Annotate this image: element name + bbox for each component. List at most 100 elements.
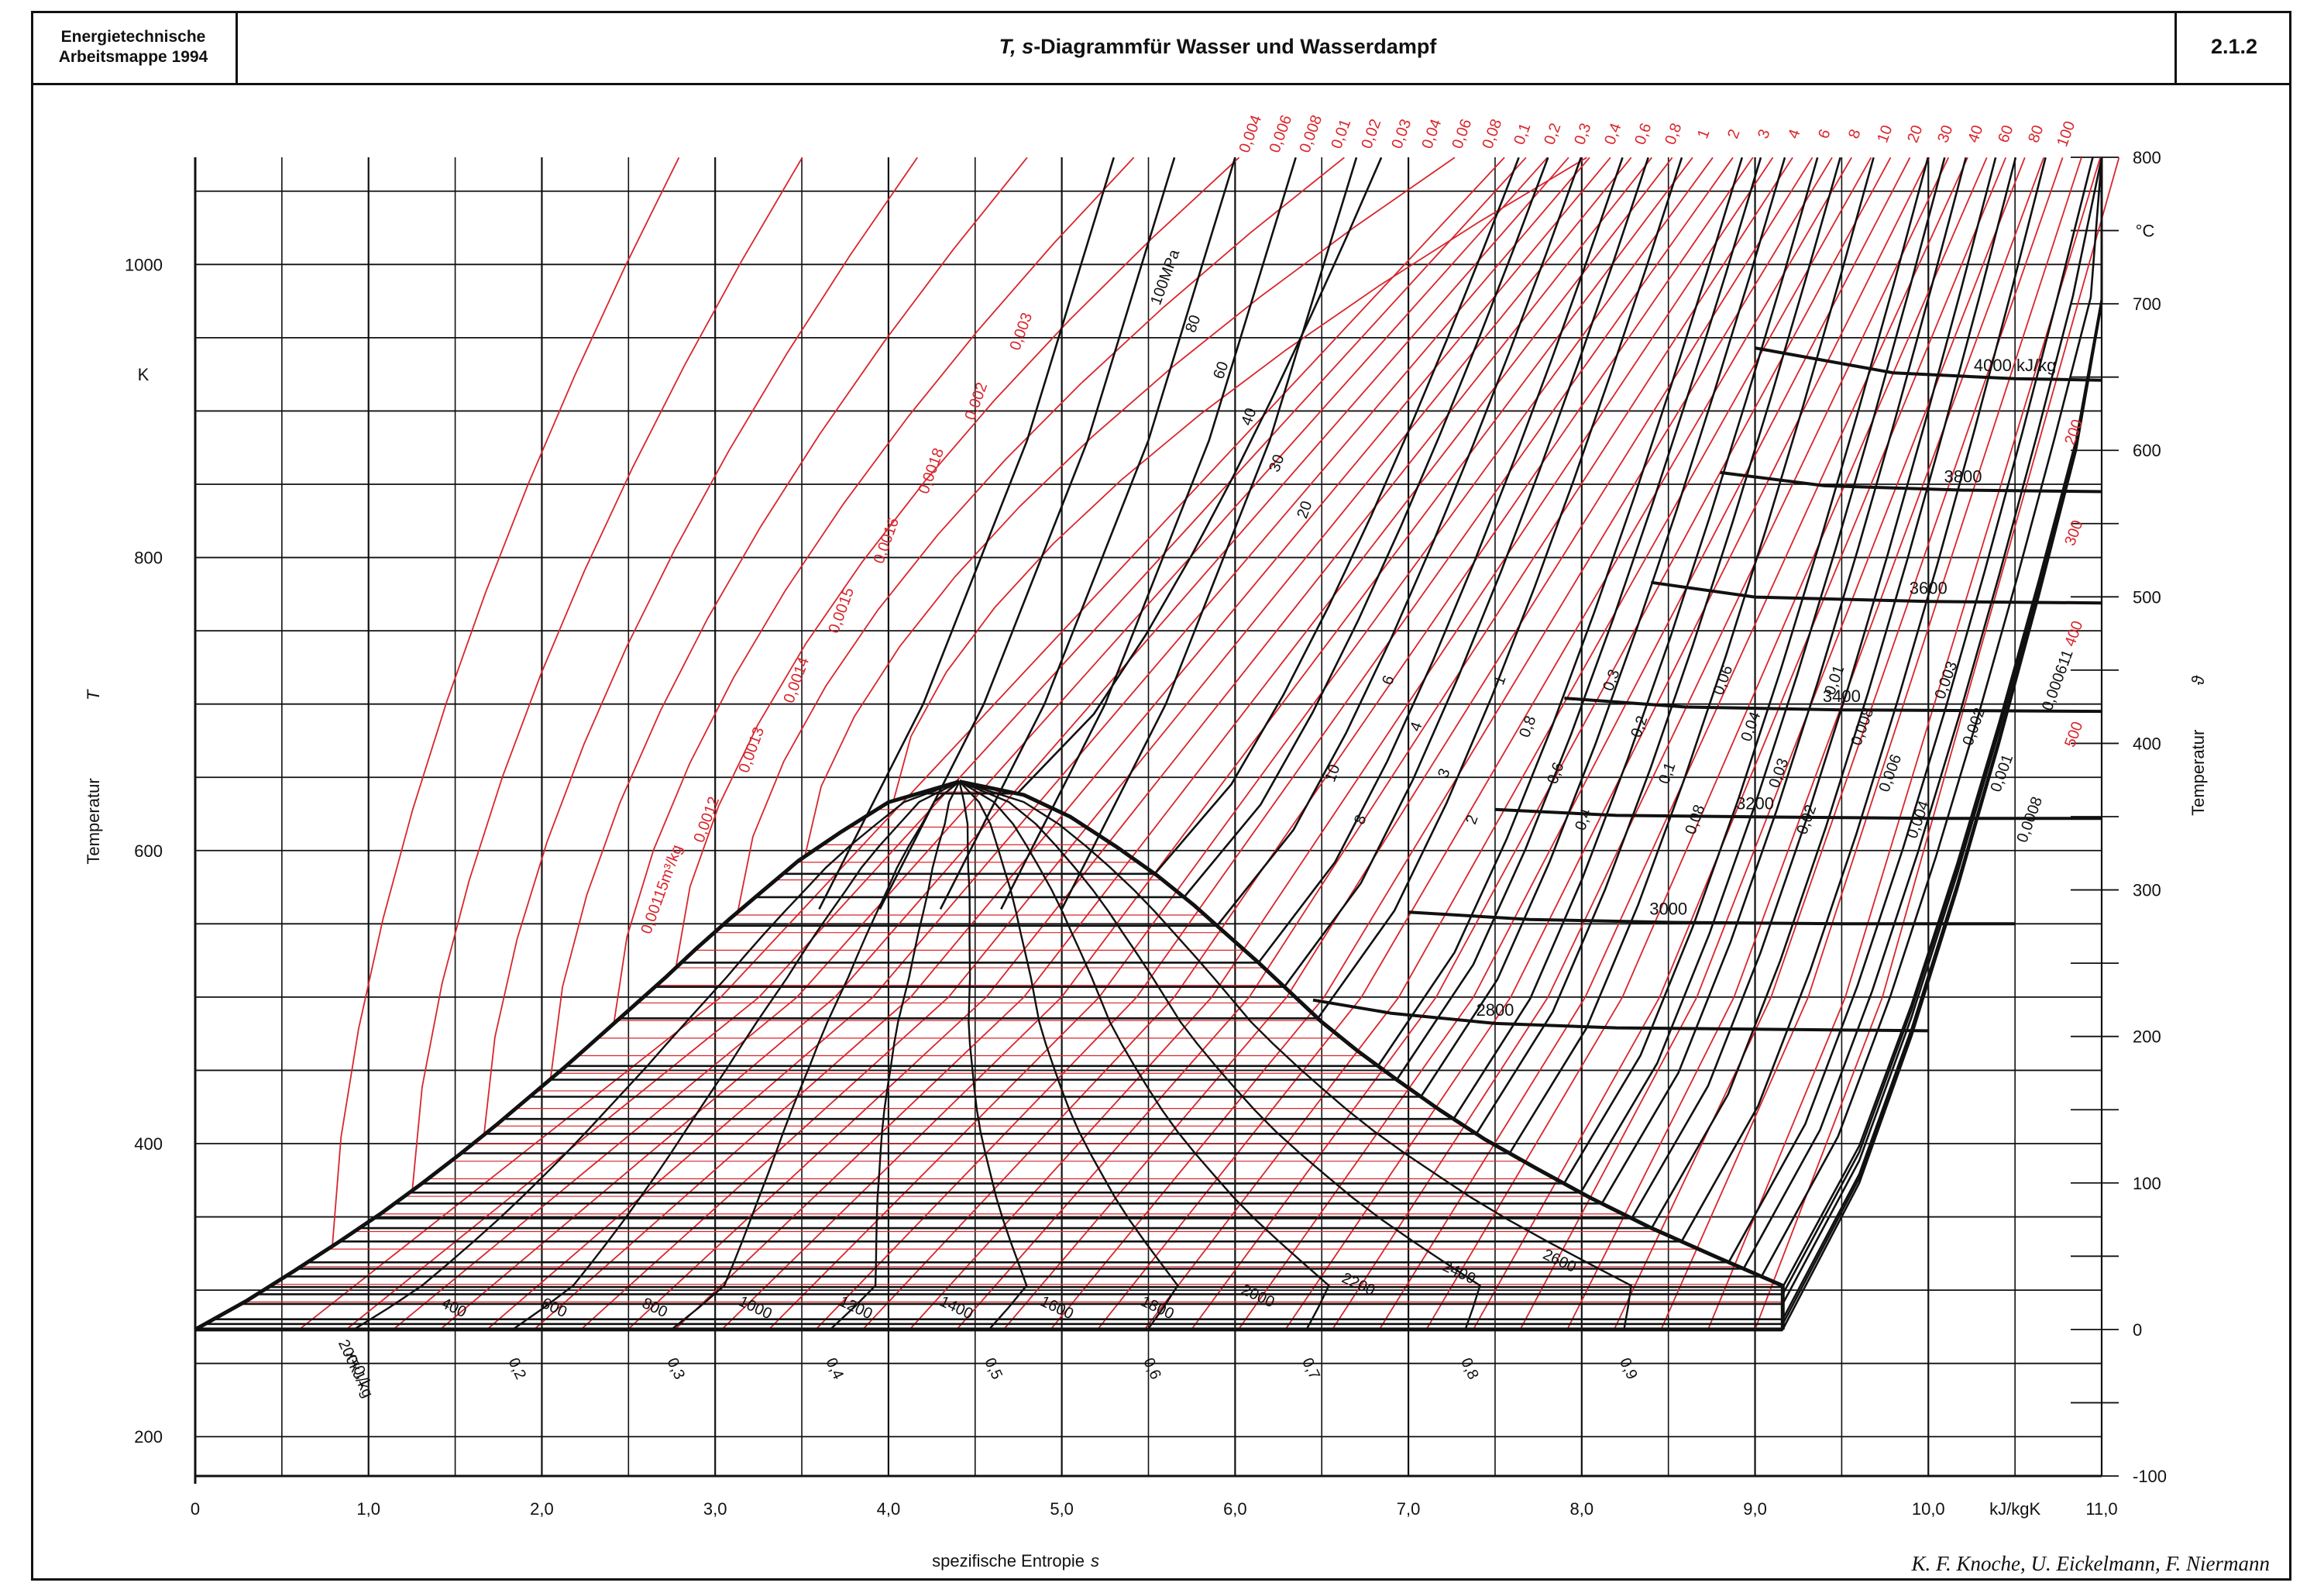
isobar-line bbox=[339, 157, 2047, 1243]
x-axis-symbol: s bbox=[1091, 1551, 1099, 1571]
enthalpy-label-two-phase: 600 bbox=[539, 1295, 570, 1321]
x-tick-label: 8,0 bbox=[1570, 1499, 1594, 1519]
enthalpy-label: 3000 bbox=[1649, 899, 1687, 918]
isobar-line bbox=[549, 157, 1762, 1081]
y-tick-label-left: 1000 bbox=[125, 255, 163, 274]
quality-line bbox=[958, 780, 1179, 1330]
isobar-line bbox=[782, 157, 1520, 876]
y-axis-symbol-right: ϑ bbox=[2188, 675, 2208, 685]
quality-line bbox=[958, 780, 1330, 1330]
isobar-label: 0,08 bbox=[1682, 803, 1708, 837]
isochor-label: 0,0014 bbox=[781, 655, 813, 705]
x-tick-label: 10,0 bbox=[1912, 1499, 1945, 1519]
isochor-line bbox=[332, 157, 680, 1247]
y-tick-label-right: -100 bbox=[2133, 1467, 2167, 1486]
x-tick-label: 3,0 bbox=[703, 1499, 727, 1519]
x-tick-label: 7,0 bbox=[1397, 1499, 1421, 1519]
isobar-line bbox=[918, 157, 1383, 795]
isochor-label: 100 bbox=[2054, 119, 2078, 150]
isochor-label: 80 bbox=[2025, 123, 2047, 145]
saturated-vapor-line bbox=[959, 779, 1785, 1330]
page-title: T, s -Diagrammfür Wasser und Wasserdampf bbox=[235, 11, 2200, 83]
quality-line bbox=[958, 781, 1028, 1330]
quality-line bbox=[353, 780, 961, 1330]
isochor-line bbox=[411, 157, 803, 1191]
enthalpy-line bbox=[1494, 807, 2102, 821]
isochor-label: 0,4 bbox=[1601, 121, 1624, 147]
y-tick-label-right: 100 bbox=[2133, 1174, 2161, 1193]
isochor-label: 0,008 bbox=[1296, 113, 1325, 156]
enthalpy-label: 4000 kJ/kg bbox=[1974, 356, 2056, 375]
isobar-label: 100MPa bbox=[1147, 246, 1183, 307]
quality-label: 0,2 bbox=[504, 1355, 529, 1382]
isochor-line bbox=[549, 157, 1028, 1079]
isobar-label: 0,003 bbox=[1931, 659, 1961, 702]
enthalpy-line bbox=[1755, 346, 2102, 382]
isochor-label: 0,00115m³/kg bbox=[638, 842, 686, 936]
isobar-line bbox=[394, 157, 1967, 1205]
isobar-label: 0,6 bbox=[1544, 760, 1567, 786]
isochor-label: 0,0013 bbox=[736, 724, 768, 775]
page-title-text: -Diagrammfür Wasser und Wasserdampf bbox=[1033, 35, 1437, 58]
x-tick-label: 0 bbox=[191, 1499, 200, 1519]
isochor-label: 2 bbox=[1724, 127, 1743, 141]
quality-label: 0,7 bbox=[1298, 1355, 1323, 1382]
isochor-label: 8 bbox=[1845, 127, 1864, 141]
two-phase-tie-lines bbox=[213, 791, 1783, 1320]
isobar-line bbox=[655, 157, 1649, 988]
y-tick-label-right: 0 bbox=[2133, 1320, 2142, 1340]
isochor-label: 60 bbox=[1995, 123, 2016, 145]
isobar-line bbox=[205, 157, 2103, 1326]
enthalpy-line bbox=[1564, 697, 2102, 714]
quality-label: 0,3 bbox=[663, 1355, 688, 1382]
isobar-line bbox=[421, 157, 1930, 1185]
enthalpy-label: 3200 bbox=[1736, 793, 1774, 813]
isochor-line bbox=[613, 157, 1135, 1024]
isochor-label: 10 bbox=[1874, 123, 1896, 145]
sheet-number: 2.1.2 bbox=[2174, 11, 2291, 83]
x-tick-label: 9,0 bbox=[1743, 1499, 1767, 1519]
isobar-line bbox=[755, 157, 1549, 899]
isobar-line bbox=[285, 157, 2103, 1278]
isobar-line bbox=[195, 157, 2103, 1331]
y-tick-label-right: 700 bbox=[2133, 294, 2161, 314]
isobar-line bbox=[721, 157, 1583, 927]
x-tick-label: 6,0 bbox=[1223, 1499, 1247, 1519]
isobar-label: 6 bbox=[1379, 673, 1397, 687]
quality-line bbox=[829, 781, 961, 1330]
isobar-label: 2 bbox=[1463, 813, 1481, 827]
isochor-label: 0,04 bbox=[1418, 117, 1445, 151]
isochor-label: 0,004 bbox=[1236, 113, 1265, 156]
isochor-label: 20 bbox=[1904, 123, 1926, 145]
isobar-label: 0,000611 bbox=[2039, 648, 2077, 714]
isobar-label: 10 bbox=[1322, 762, 1343, 784]
quality-line bbox=[959, 780, 1632, 1330]
isobar-label: 20 bbox=[1294, 499, 1315, 521]
enthalpy-line bbox=[1312, 998, 1929, 1033]
quality-line bbox=[671, 780, 961, 1330]
page-title-symbols: T, s bbox=[999, 35, 1034, 58]
isobar-label: 30 bbox=[1266, 452, 1287, 474]
isobar-line bbox=[566, 157, 1744, 1068]
isobar-label: 0,008 bbox=[1848, 706, 1877, 748]
isobar-line bbox=[373, 157, 1997, 1220]
isochor-label: 0,03 bbox=[1388, 117, 1415, 151]
x-unit-label: kJ/kgK bbox=[1989, 1499, 2040, 1519]
enthalpy-label-two-phase: 2600 bbox=[1540, 1246, 1579, 1276]
publication-line-1: Energietechnische bbox=[60, 27, 206, 46]
y-axis-symbol-left: T bbox=[84, 689, 103, 700]
enthalpy-label-two-phase: 200kJ/kg bbox=[335, 1337, 376, 1401]
isobar-label: 0,8 bbox=[1516, 714, 1539, 740]
isochor-label: 0,0016 bbox=[871, 515, 903, 566]
publication-line-2: Arbeitsmappe 1994 bbox=[58, 47, 208, 66]
enthalpy-label: 3400 bbox=[1823, 686, 1861, 706]
isobar-label: 0,2 bbox=[1628, 714, 1651, 740]
isochor-label: 0,0012 bbox=[691, 794, 724, 845]
isochor-line bbox=[483, 157, 918, 1135]
isochor-label: 0,08 bbox=[1479, 117, 1505, 151]
isochor-label: 0,003 bbox=[1006, 311, 1036, 353]
y-tick-label-right: 800 bbox=[2133, 148, 2161, 167]
y-axis-title-right: Temperatur bbox=[2188, 730, 2208, 816]
sheet-header: Energietechnische Arbeitsmappe 1994 T, s… bbox=[31, 11, 2291, 85]
